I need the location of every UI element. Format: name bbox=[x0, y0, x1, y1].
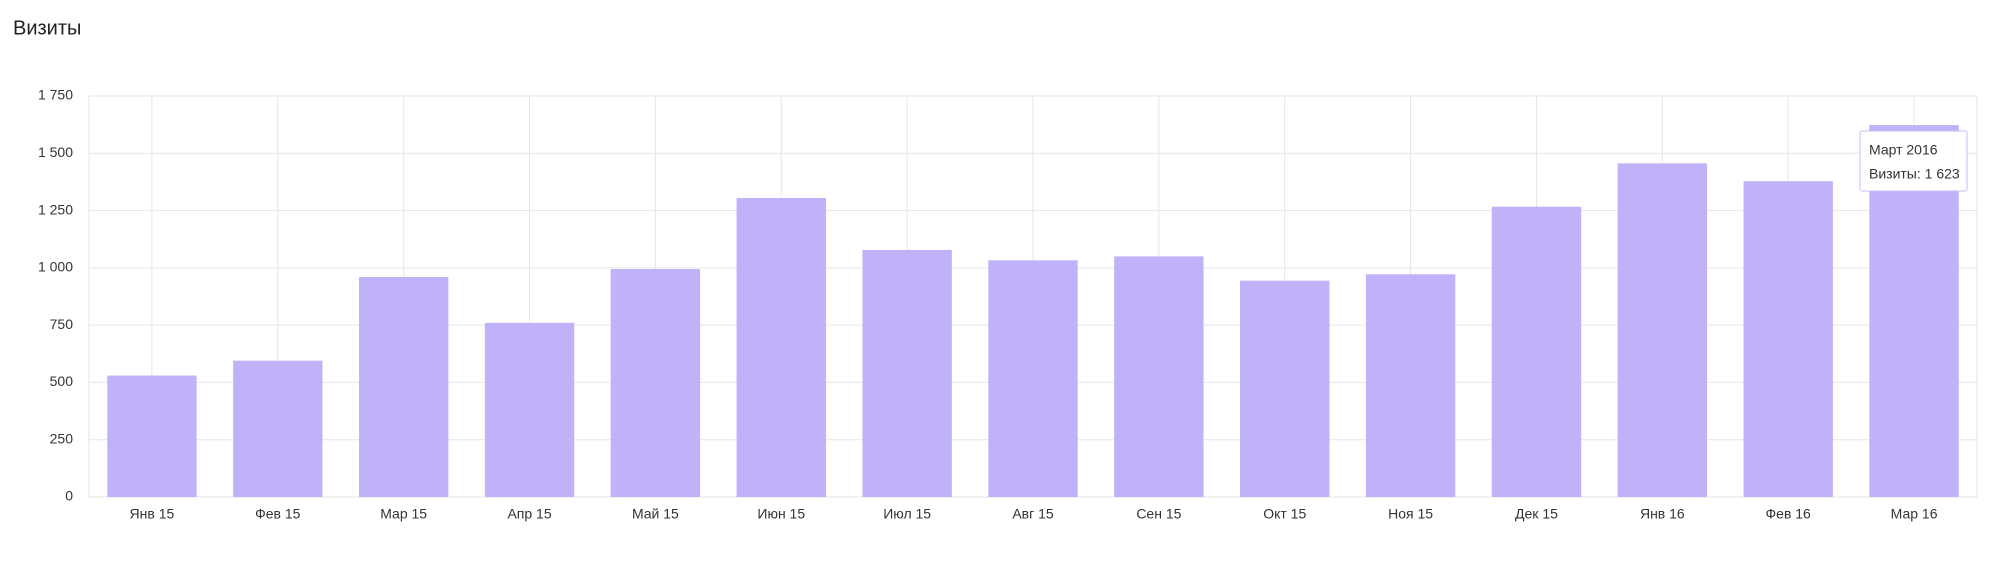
y-tick-label: 1 000 bbox=[38, 259, 73, 275]
bar bbox=[358, 277, 449, 497]
bar bbox=[736, 197, 826, 497]
bar bbox=[1617, 163, 1708, 498]
bar bbox=[1240, 280, 1330, 497]
y-tick-label: 1 500 bbox=[38, 144, 73, 160]
x-tick-label: Ноя 15 bbox=[1388, 506, 1433, 522]
bar bbox=[1743, 181, 1833, 497]
bar bbox=[1365, 274, 1456, 497]
bar bbox=[1491, 206, 1582, 497]
tooltip-text: Визиты: 1 623 bbox=[1869, 166, 1960, 182]
x-tick-label: Окт 15 bbox=[1263, 506, 1306, 522]
bar bbox=[233, 360, 323, 497]
bar bbox=[988, 260, 1078, 497]
bar bbox=[1114, 256, 1204, 497]
x-tick-label: Фев 16 bbox=[1766, 506, 1812, 522]
chart-title: Визиты bbox=[13, 17, 81, 39]
x-tick-label: Апр 15 bbox=[507, 506, 551, 522]
y-tick-label: 500 bbox=[50, 373, 74, 389]
x-tick-label: Сен 15 bbox=[1136, 506, 1181, 522]
tooltip-box bbox=[1859, 130, 1968, 192]
bar bbox=[862, 249, 952, 497]
x-tick-label: Мар 16 bbox=[1891, 506, 1938, 522]
x-tick-label: Май 15 bbox=[632, 506, 679, 522]
bar bbox=[484, 322, 575, 497]
x-tick-label: Дек 15 bbox=[1515, 506, 1558, 522]
x-tick-label: Мар 15 bbox=[380, 506, 427, 522]
x-tick-label: Июн 15 bbox=[757, 506, 805, 522]
x-tick-label: Фев 15 bbox=[255, 506, 301, 522]
x-tick-label: Янв 15 bbox=[130, 506, 175, 522]
bar bbox=[107, 375, 197, 497]
y-tick-label: 1 750 bbox=[38, 87, 73, 103]
y-tick-label: 1 250 bbox=[38, 201, 73, 217]
y-tick-label: 0 bbox=[65, 488, 73, 504]
y-tick-label: 750 bbox=[50, 316, 74, 332]
bar bbox=[610, 269, 701, 497]
tooltip: Март 2016 Визиты: 1 623 bbox=[1859, 130, 1968, 192]
x-tick-label: Июл 15 bbox=[883, 506, 931, 522]
x-tick-label: Янв 16 bbox=[1640, 506, 1685, 522]
y-tick-label: 250 bbox=[50, 430, 74, 446]
tooltip-title: Март 2016 bbox=[1869, 142, 1938, 158]
x-tick-label: Авг 15 bbox=[1012, 506, 1054, 522]
